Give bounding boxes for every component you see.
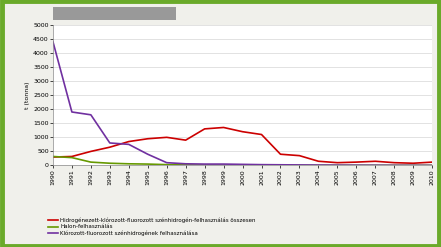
Halon-felhasználás — [145, 163, 150, 165]
Y-axis label: t (tonna): t (tonna) — [25, 81, 30, 109]
Halon-felhasználás — [430, 164, 435, 167]
Hidrogénezett-klórozott-fluorozott szénhidrogén-felhasználás összesen — [88, 150, 93, 153]
Hidrogénezett-klórozott-fluorozott szénhidrogén-felhasználás összesen — [126, 140, 131, 143]
Halon-felhasználás — [50, 155, 56, 158]
Hidrogénezett-klórozott-fluorozott szénhidrogén-felhasználás összesen — [240, 130, 245, 133]
Hidrogénezett-klórozott-fluorozott szénhidrogén-felhasználás összesen — [392, 161, 397, 164]
Hidrogénezett-klórozott-fluorozott szénhidrogén-felhasználás összesen — [278, 153, 283, 156]
Hidrogénezett-klórozott-fluorozott szénhidrogén-felhasználás összesen — [335, 161, 340, 164]
Hidrogénezett-klórozott-fluorozott szénhidrogén-felhasználás összesen — [316, 160, 321, 163]
Halon-felhasználás — [335, 164, 340, 167]
Klórozott-fluorozott szénhidrogének felhasználása — [50, 40, 56, 43]
Hidrogénezett-klórozott-fluorozott szénhidrogén-felhasználás összesen — [354, 161, 359, 164]
Klórozott-fluorozott szénhidrogének felhasználása — [183, 162, 188, 165]
Klórozott-fluorozott szénhidrogének felhasználása — [240, 163, 245, 166]
Klórozott-fluorozott szénhidrogének felhasználása — [107, 142, 112, 144]
Hidrogénezett-klórozott-fluorozott szénhidrogén-felhasználás összesen — [69, 155, 75, 158]
Klórozott-fluorozott szénhidrogének felhasználása — [259, 163, 264, 166]
Hidrogénezett-klórozott-fluorozott szénhidrogén-felhasználás összesen — [259, 133, 264, 136]
Klórozott-fluorozott szénhidrogének felhasználása — [145, 153, 150, 156]
Hidrogénezett-klórozott-fluorozott szénhidrogén-felhasználás összesen — [297, 154, 302, 157]
Hidrogénezett-klórozott-fluorozott szénhidrogén-felhasználás összesen — [373, 160, 378, 163]
Halon-felhasználás — [316, 164, 321, 167]
Halon-felhasználás — [69, 156, 75, 159]
Halon-felhasználás — [88, 161, 93, 164]
Klórozott-fluorozott szénhidrogének felhasználása — [411, 164, 416, 167]
Halon-felhasználás — [297, 164, 302, 167]
Klórozott-fluorozott szénhidrogének felhasználása — [278, 163, 283, 166]
Klórozott-fluorozott szénhidrogének felhasználása — [88, 113, 93, 116]
Line: Hidrogénezett-klórozott-fluorozott szénhidrogén-felhasználás összesen: Hidrogénezett-klórozott-fluorozott szénh… — [53, 127, 432, 163]
Legend: Hidrogénezett-klórozott-fluorozott szénhidrogén-felhasználás összesen, Halon-fel: Hidrogénezett-klórozott-fluorozott szénh… — [48, 218, 256, 236]
Klórozott-fluorozott szénhidrogének felhasználása — [373, 164, 378, 167]
Halon-felhasználás — [354, 164, 359, 167]
Hidrogénezett-klórozott-fluorozott szénhidrogén-felhasználás összesen — [221, 126, 226, 129]
Halon-felhasználás — [392, 164, 397, 167]
Halon-felhasználás — [202, 164, 207, 166]
Klórozott-fluorozott szénhidrogének felhasználása — [69, 110, 75, 113]
Halon-felhasználás — [126, 162, 131, 165]
Hidrogénezett-klórozott-fluorozott szénhidrogén-felhasználás összesen — [164, 136, 169, 139]
Klórozott-fluorozott szénhidrogének felhasználása — [126, 143, 131, 146]
Halon-felhasználás — [373, 164, 378, 167]
Klórozott-fluorozott szénhidrogének felhasználása — [354, 164, 359, 167]
Line: Halon-felhasználás: Halon-felhasználás — [53, 157, 432, 165]
Klórozott-fluorozott szénhidrogének felhasználása — [221, 163, 226, 165]
Hidrogénezett-klórozott-fluorozott szénhidrogén-felhasználás összesen — [411, 162, 416, 165]
Halon-felhasználás — [411, 164, 416, 167]
Halon-felhasználás — [183, 164, 188, 166]
Klórozott-fluorozott szénhidrogének felhasználása — [430, 164, 435, 167]
Halon-felhasználás — [221, 164, 226, 167]
Hidrogénezett-klórozott-fluorozott szénhidrogén-felhasználás összesen — [183, 139, 188, 142]
Halon-felhasználás — [259, 164, 264, 167]
Halon-felhasználás — [164, 163, 169, 166]
Klórozott-fluorozott szénhidrogének felhasználása — [202, 163, 207, 165]
Halon-felhasználás — [240, 164, 245, 167]
Hidrogénezett-klórozott-fluorozott szénhidrogén-felhasználás összesen — [430, 161, 435, 164]
Klórozott-fluorozott szénhidrogének felhasználása — [316, 164, 321, 166]
Klórozott-fluorozott szénhidrogének felhasználása — [297, 164, 302, 166]
Klórozott-fluorozott szénhidrogének felhasználása — [164, 161, 169, 164]
Klórozott-fluorozott szénhidrogének felhasználása — [335, 164, 340, 167]
Hidrogénezett-klórozott-fluorozott szénhidrogén-felhasználás összesen — [107, 146, 112, 149]
Klórozott-fluorozott szénhidrogének felhasználása — [392, 164, 397, 167]
Hidrogénezett-klórozott-fluorozott szénhidrogén-felhasználás összesen — [50, 156, 56, 159]
Line: Klórozott-fluorozott szénhidrogének felhasználása: Klórozott-fluorozott szénhidrogének felh… — [53, 41, 432, 165]
Hidrogénezett-klórozott-fluorozott szénhidrogén-felhasználás összesen — [145, 137, 150, 140]
Hidrogénezett-klórozott-fluorozott szénhidrogén-felhasználás összesen — [202, 127, 207, 130]
Halon-felhasználás — [278, 164, 283, 167]
Halon-felhasználás — [107, 162, 112, 165]
